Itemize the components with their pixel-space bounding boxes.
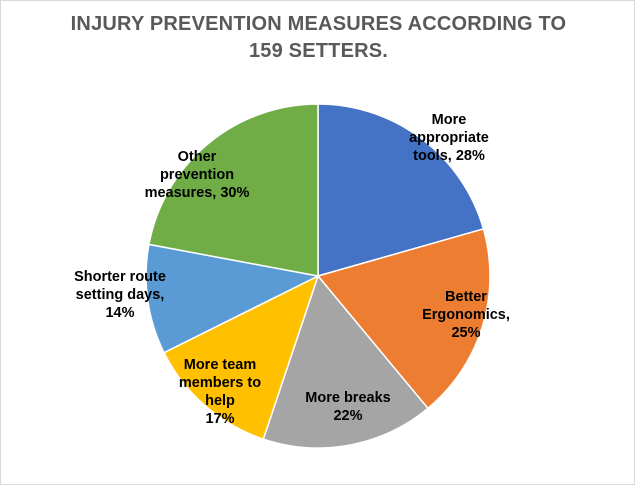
slice-label-4-line-2: 14%	[105, 305, 134, 321]
slice-label-2-line-1: 22%	[333, 408, 362, 424]
slice-label-4-line-1: setting days,	[76, 287, 165, 303]
pie-slice-1	[316, 228, 491, 410]
slice-label-0-line-2: tools, 28%	[413, 148, 485, 164]
slice-label-5: Other prevention measures, 30%	[145, 149, 250, 201]
pie-slice-5	[148, 103, 319, 277]
slice-label-2: More breaks 22%	[305, 390, 390, 424]
slice-label-3-line-1: members to	[179, 375, 261, 391]
pie-slice-0	[317, 103, 485, 277]
slice-label-1-line-2: 25%	[451, 325, 480, 341]
slice-label-3-line-0: More team	[184, 357, 257, 373]
slice-label-0-line-0: More	[432, 112, 467, 128]
chart-title: INJURY PREVENTION MEASURES ACCORDING TO …	[1, 11, 635, 65]
slice-label-4: Shorter route setting days, 14%	[74, 269, 166, 321]
slice-label-5-line-0: Other	[178, 149, 217, 165]
slice-label-0: More appropriate tools, 28%	[409, 112, 489, 164]
slice-label-4-line-0: Shorter route	[74, 269, 166, 285]
chart-title-line-1: INJURY PREVENTION MEASURES ACCORDING TO	[70, 13, 567, 35]
slice-label-2-line-0: More breaks	[305, 390, 390, 406]
slice-label-5-line-2: measures, 30%	[145, 185, 250, 201]
pie-slice-2	[262, 274, 429, 449]
slice-label-3: More team members to help 17%	[179, 357, 261, 427]
slice-label-0-line-1: appropriate	[409, 130, 489, 146]
slice-label-3-line-2: help	[205, 393, 235, 409]
slice-label-1: Better Ergonomics, 25%	[422, 289, 510, 341]
slice-label-1-line-1: Ergonomics,	[422, 307, 510, 323]
slice-label-3-line-3: 17%	[205, 411, 234, 427]
slice-label-5-line-1: prevention	[160, 167, 234, 183]
pie-slice-3	[163, 274, 320, 441]
pie-slice-4	[145, 243, 321, 354]
slice-label-1-line-0: Better	[445, 289, 487, 305]
chart-title-line-2: 159 SETTERS.	[248, 40, 389, 62]
